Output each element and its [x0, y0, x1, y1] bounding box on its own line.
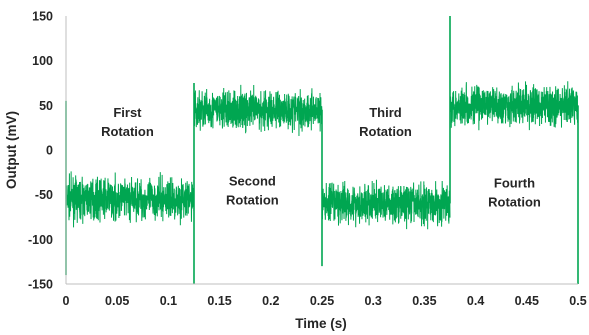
annotation-1-line-1: First	[113, 105, 142, 120]
y-axis-title: Output (mV)	[4, 111, 19, 189]
x-tick-label: 0.4	[467, 294, 484, 308]
annotation-2-line-1: Second	[229, 174, 276, 189]
y-tick-label: 50	[39, 99, 53, 113]
signal-segment-2	[193, 84, 323, 137]
y-tick-label: -50	[35, 188, 53, 202]
x-tick-label: 0.25	[310, 294, 334, 308]
y-tick-label: 100	[32, 54, 53, 68]
x-tick-label: 0.05	[105, 294, 129, 308]
signal-segment-1	[65, 171, 195, 228]
axes	[65, 16, 578, 285]
x-tick-label: 0.2	[262, 294, 279, 308]
y-tick-label: 0	[46, 144, 53, 158]
annotation-3-line-2: Rotation	[359, 124, 412, 139]
y-tick-label: -150	[28, 278, 53, 292]
signal-segment-3	[321, 179, 451, 230]
x-tick-label: 0	[63, 294, 70, 308]
x-tick-label: 0.3	[365, 294, 382, 308]
annotations: First Rotation Second Rotation Third Rotation…	[101, 105, 541, 210]
annotation-4-line-1: Fourth	[494, 176, 535, 191]
annotation-4-line-2: Rotation	[488, 195, 541, 210]
x-tick-label: 0.35	[412, 294, 436, 308]
y-tick-label: 150	[32, 10, 53, 24]
tick-labels: 0 0.05 0.1 0.15 0.2 0.25 0.3 0.35 0.4 0.45 0.5 150 1…	[28, 10, 587, 309]
x-tick-label: 0.45	[515, 294, 539, 308]
annotation-3-line-1: Third	[369, 105, 402, 120]
x-axis-title: Time (s)	[295, 316, 347, 331]
x-tick-label: 0.15	[207, 294, 231, 308]
signal-segment-4	[449, 81, 579, 131]
x-tick-label: 0.1	[160, 294, 177, 308]
signal-plot	[65, 16, 579, 284]
y-tick-label: -100	[28, 233, 53, 247]
annotation-2-line-2: Rotation	[226, 193, 279, 208]
annotation-1-line-2: Rotation	[101, 124, 154, 139]
x-tick-label: 0.5	[569, 294, 586, 308]
